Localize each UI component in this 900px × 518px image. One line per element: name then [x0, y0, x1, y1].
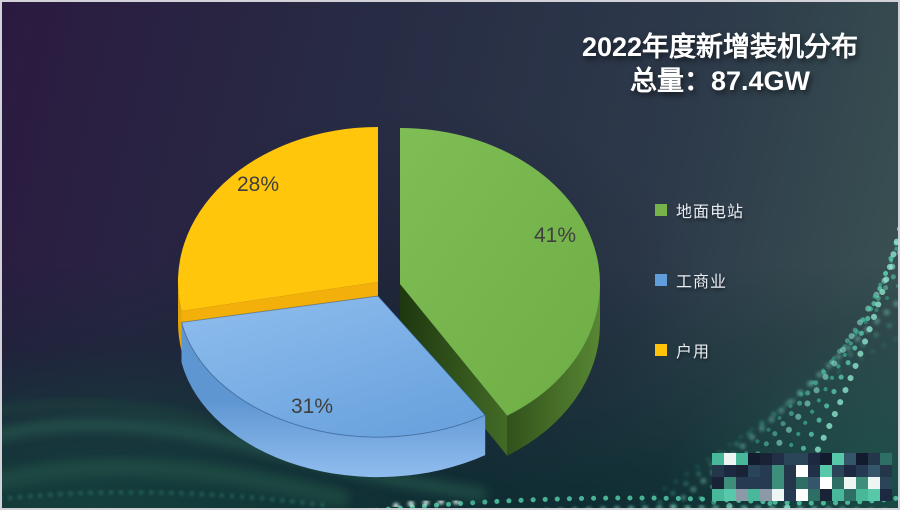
watermark-pixel — [724, 465, 736, 477]
pie-label-ground: 41% — [533, 224, 577, 247]
watermark-pixel — [772, 489, 784, 501]
watermark-pixel — [880, 489, 892, 501]
watermark-pixel — [856, 453, 868, 465]
legend-item-residential: 户用 — [655, 341, 744, 361]
legend-item-commercial: 工商业 — [655, 271, 744, 291]
watermark-pixel — [712, 489, 724, 501]
watermark-pixel — [724, 477, 736, 489]
watermark-pixel — [808, 477, 820, 489]
pie-label-commercial: 31% — [290, 395, 334, 418]
watermark-pixel — [820, 453, 832, 465]
watermark-pixel — [844, 489, 856, 501]
watermark-pixel — [832, 465, 844, 477]
watermark-pixel — [760, 477, 772, 489]
watermark-pixel — [868, 453, 880, 465]
legend-swatch-yellow — [655, 343, 667, 356]
watermark-pixel — [808, 465, 820, 477]
watermark-pixel — [772, 477, 784, 489]
watermark-pixel — [772, 453, 784, 465]
watermark-pixel — [712, 465, 724, 477]
watermark-pixel — [844, 453, 856, 465]
legend-item-ground: 地面电站 — [655, 201, 744, 221]
watermark-pixel — [748, 477, 760, 489]
watermark-pixel — [760, 465, 772, 477]
watermark-pixel — [856, 465, 868, 477]
pie-chart — [177, 127, 601, 478]
watermark-pixel — [856, 477, 868, 489]
watermark-pixel — [712, 453, 724, 465]
watermark-pixel — [736, 477, 748, 489]
watermark-pixel — [724, 489, 736, 501]
watermark-pixel — [796, 477, 808, 489]
legend-swatch-blue — [655, 273, 667, 286]
watermark-pixel — [784, 453, 796, 465]
watermark-pixel — [712, 477, 724, 489]
particle-waves-background — [2, 224, 898, 508]
watermark-pixel — [844, 465, 856, 477]
watermark-pixel — [760, 489, 772, 501]
watermark-pixel — [832, 477, 844, 489]
watermark-pixel — [772, 465, 784, 477]
watermark-pixel — [736, 465, 748, 477]
watermark-pixel — [736, 489, 748, 501]
legend-label: 地面电站 — [676, 203, 745, 221]
chart-title-line2: 总量：87.4GW — [629, 66, 811, 96]
watermark-pixel — [832, 453, 844, 465]
legend: 地面电站 工商业 户用 — [655, 201, 744, 411]
watermark-pixel — [868, 489, 880, 501]
chart-title: 2022年度新增装机分布 总量：87.4GW — [562, 30, 878, 98]
watermark-pixel — [808, 489, 820, 501]
watermark-pixel — [856, 489, 868, 501]
watermark-pixel — [784, 477, 796, 489]
watermark-pixel — [748, 489, 760, 501]
watermark-pixel — [820, 465, 832, 477]
watermark-pixel — [868, 465, 880, 477]
watermark-pixel — [748, 453, 760, 465]
watermark-pixel — [796, 453, 808, 465]
watermark-pixel — [880, 453, 892, 465]
watermark-pixel — [724, 453, 736, 465]
watermark-pixel — [760, 453, 772, 465]
watermark-pixel — [808, 453, 820, 465]
watermark-pixel — [784, 465, 796, 477]
watermark-pixel — [820, 477, 832, 489]
watermark-pixel — [796, 489, 808, 501]
watermark-pixel — [880, 465, 892, 477]
watermark-pixel — [832, 489, 844, 501]
pie-label-residential: 28% — [236, 173, 280, 196]
pixelated-watermark — [712, 453, 892, 501]
legend-label: 工商业 — [676, 273, 728, 291]
watermark-pixel — [844, 477, 856, 489]
slide: 41% 31% 28% 2022年度新增装机分布 总量：87.4GW 地面电站 … — [2, 2, 898, 508]
watermark-pixel — [736, 453, 748, 465]
watermark-pixel — [784, 489, 796, 501]
legend-swatch-green — [655, 203, 667, 216]
watermark-pixel — [796, 465, 808, 477]
watermark-pixel — [820, 489, 832, 501]
watermark-pixel — [880, 477, 892, 489]
watermark-pixel — [748, 465, 760, 477]
legend-label: 户用 — [676, 343, 711, 361]
chart-title-line1: 2022年度新增装机分布 — [581, 32, 859, 62]
watermark-pixel — [868, 477, 880, 489]
